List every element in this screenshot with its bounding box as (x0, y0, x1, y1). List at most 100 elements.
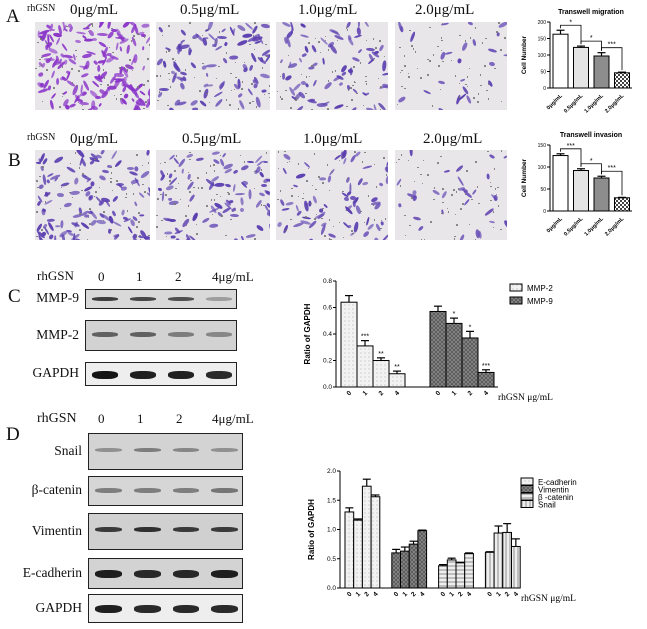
stained-cell (212, 90, 223, 99)
pore-dot (279, 75, 282, 78)
stained-cell (363, 22, 370, 28)
pore-dot (107, 84, 109, 86)
x-tick-label: 0.5μg/mL (563, 216, 585, 238)
x-axis-label: rhGSN μg/mL (521, 594, 576, 604)
pore-dot (311, 65, 313, 67)
pore-dot (108, 46, 111, 49)
stained-cell (37, 71, 44, 78)
pore-dot (164, 161, 166, 164)
pore-dot (189, 22, 191, 24)
pore-dot (481, 42, 484, 44)
legend-label: MMP-9 (527, 297, 553, 306)
pore-dot (474, 27, 477, 29)
stained-cell (502, 53, 507, 57)
pore-dot (353, 66, 355, 68)
pore-dot (277, 167, 280, 170)
pore-dot (265, 152, 267, 154)
stained-cell (311, 195, 318, 204)
pore-dot (135, 236, 137, 238)
pore-dot (169, 180, 171, 182)
pore-dot (205, 172, 208, 174)
pore-dot (79, 229, 81, 231)
stained-cell (74, 39, 82, 44)
pore-dot (328, 189, 331, 192)
pore-dot (333, 31, 336, 34)
pore-dot (59, 106, 61, 108)
pore-dot (243, 161, 246, 163)
pore-dot (77, 101, 80, 104)
pore-dot (285, 89, 287, 92)
pore-dot (500, 150, 503, 152)
pore-dot (380, 227, 382, 230)
pore-dot (468, 223, 471, 226)
pore-dot (53, 87, 55, 89)
stained-cell (87, 28, 95, 37)
pore-dot (330, 238, 332, 240)
pore-dot (473, 97, 475, 99)
significance-bracket (580, 40, 602, 51)
pore-dot (265, 43, 267, 46)
pore-dot (138, 221, 140, 223)
pore-dot (344, 205, 347, 208)
pore-dot (219, 195, 222, 198)
stained-cell (444, 50, 453, 55)
pore-dot (372, 38, 375, 40)
pore-dot (413, 180, 416, 183)
pore-dot (36, 180, 38, 182)
stained-cell (281, 166, 288, 175)
pore-dot (455, 191, 458, 193)
pore-dot (46, 42, 48, 45)
pore-dot (477, 101, 479, 103)
blot-band (206, 370, 232, 379)
blot-label: GAPDH (32, 365, 79, 380)
stained-cell (247, 88, 254, 97)
pore-dot (36, 211, 38, 213)
stained-cell (127, 226, 134, 235)
pore-dot (61, 66, 64, 68)
stained-cell (222, 152, 227, 158)
stained-cell (378, 182, 385, 188)
stained-cell (467, 22, 474, 26)
pore-dot (356, 92, 358, 95)
pore-dot (365, 83, 368, 85)
x-tick-label: 4 (483, 390, 491, 398)
pore-dot (166, 173, 169, 175)
stained-cell (50, 92, 57, 100)
lane-c-3: 4μg/mL (212, 269, 254, 284)
stained-cell (377, 102, 387, 110)
stained-cell (63, 201, 73, 208)
pore-dot (209, 165, 212, 167)
pore-dot (324, 39, 327, 42)
pore-dot (496, 31, 498, 33)
pore-dot (213, 164, 215, 166)
stained-cell (255, 223, 265, 232)
blot-mmp-9 (85, 289, 237, 309)
pore-dot (110, 177, 112, 180)
bar-Vimentin-3 (417, 530, 428, 589)
stained-cell (472, 38, 477, 47)
pore-dot (295, 99, 297, 101)
pore-dot (372, 204, 375, 206)
pore-dot (249, 43, 251, 46)
pore-dot (269, 85, 270, 87)
stained-cell (112, 194, 119, 203)
stained-cell (282, 207, 291, 212)
y-tick-label: 0.4 (323, 331, 332, 338)
stained-cell (306, 98, 318, 105)
pore-dot (96, 198, 99, 201)
x-tick-label: 2 (457, 591, 465, 599)
stained-cell (167, 172, 173, 179)
stained-cell (413, 215, 422, 221)
pore-dot (407, 72, 410, 75)
stained-cell (161, 191, 166, 202)
pore-dot (94, 158, 96, 161)
pore-dot (108, 200, 111, 203)
blot-band (95, 526, 122, 532)
pore-dot (442, 60, 444, 63)
pore-dot (102, 69, 105, 71)
pore-dot (439, 88, 442, 91)
pore-dot (239, 154, 242, 157)
significance-label: *** (567, 143, 575, 150)
blot-band (168, 370, 194, 379)
pore-dot (208, 101, 211, 104)
